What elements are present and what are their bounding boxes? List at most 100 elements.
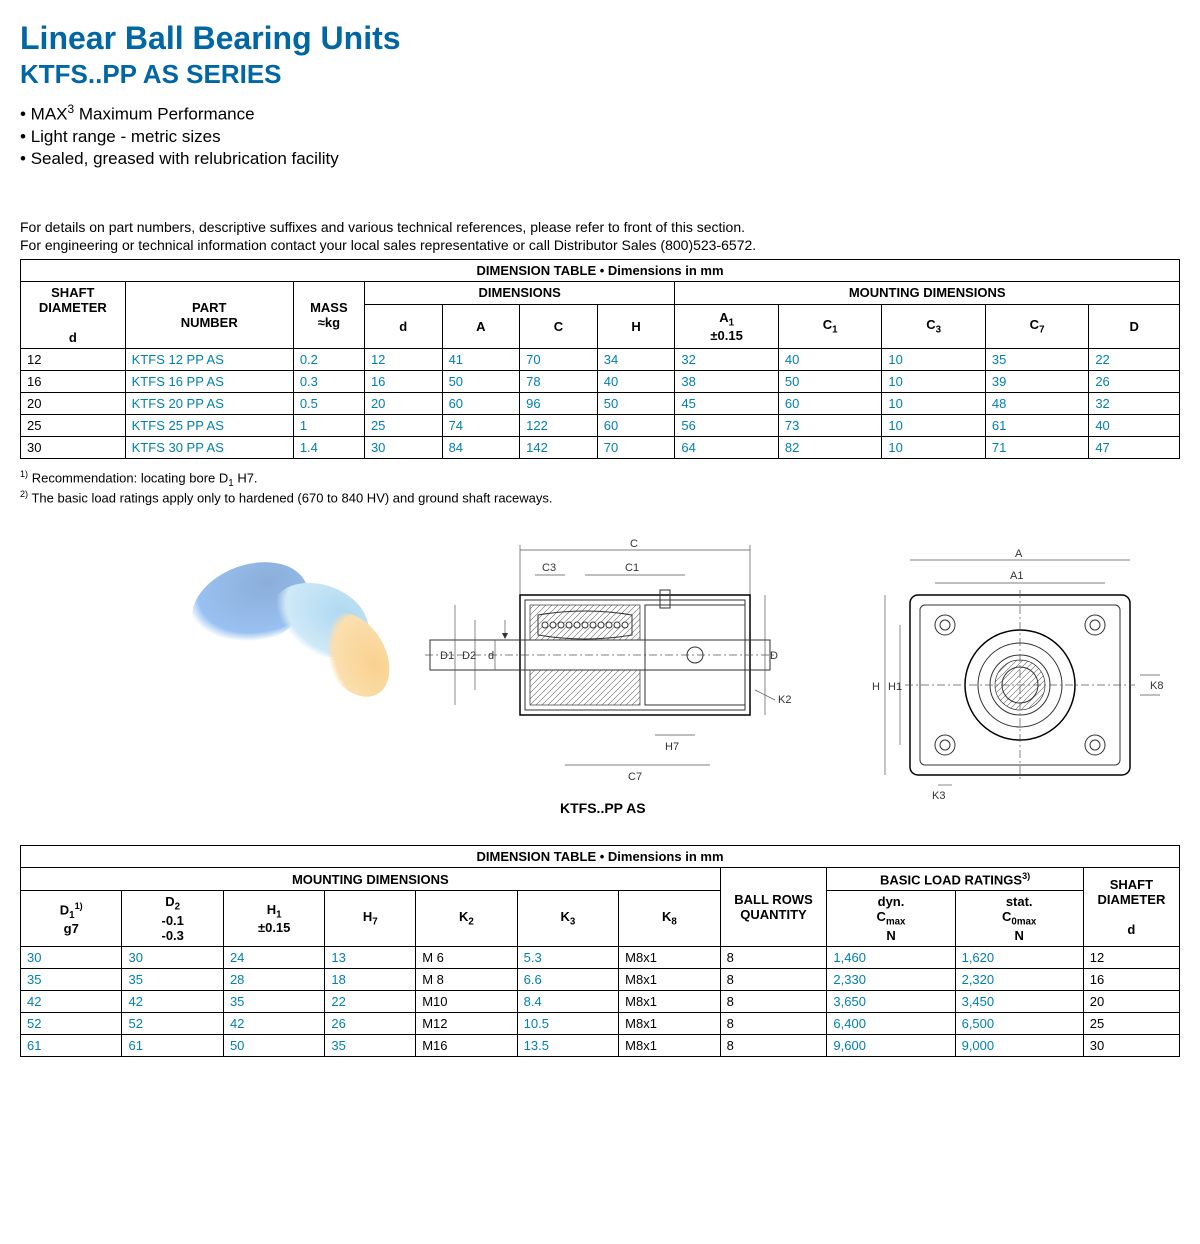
svg-text:D1: D1 bbox=[440, 650, 454, 662]
feature-list: • MAX3 Maximum Performance • Light range… bbox=[20, 102, 1180, 169]
table-cell: 10 bbox=[882, 436, 985, 458]
table1-title: DIMENSION TABLE • Dimensions in mm bbox=[21, 259, 1180, 281]
svg-text:H1: H1 bbox=[888, 681, 902, 693]
table-cell: 10 bbox=[882, 370, 985, 392]
table-cell: 26 bbox=[1089, 370, 1180, 392]
table-cell: 26 bbox=[325, 1012, 416, 1034]
table-cell: 60 bbox=[442, 392, 520, 414]
table-cell: 25 bbox=[364, 414, 442, 436]
table-cell: 1,460 bbox=[827, 946, 955, 968]
table-cell: KTFS 30 PP AS bbox=[125, 436, 293, 458]
table-cell: 6,500 bbox=[955, 1012, 1083, 1034]
table-cell: 42 bbox=[122, 990, 223, 1012]
table-cell: M 6 bbox=[416, 946, 517, 968]
col-header: MOUNTING DIMENSIONS bbox=[675, 281, 1180, 305]
col-header: C7 bbox=[985, 305, 1088, 348]
table-cell: 35 bbox=[325, 1034, 416, 1056]
table-cell: 34 bbox=[597, 348, 675, 370]
table-cell: 56 bbox=[675, 414, 778, 436]
table-cell: 5.3 bbox=[517, 946, 618, 968]
table-cell: 82 bbox=[778, 436, 881, 458]
table-cell: 3,450 bbox=[955, 990, 1083, 1012]
dimension-table-1: DIMENSION TABLE • Dimensions in mm SHAFT… bbox=[20, 259, 1180, 459]
table-cell: 16 bbox=[1083, 968, 1179, 990]
svg-text:C1: C1 bbox=[625, 562, 639, 574]
table-cell: 60 bbox=[597, 414, 675, 436]
table-cell: M16 bbox=[416, 1034, 517, 1056]
col-header: BASIC LOAD RATINGS3) bbox=[827, 867, 1083, 890]
table-cell: 48 bbox=[985, 392, 1088, 414]
table-cell: M12 bbox=[416, 1012, 517, 1034]
table-cell: 70 bbox=[520, 348, 598, 370]
table-cell: 61 bbox=[985, 414, 1088, 436]
table-cell: 0.5 bbox=[293, 392, 364, 414]
table-cell: 25 bbox=[1083, 1012, 1179, 1034]
table-cell: 28 bbox=[223, 968, 324, 990]
svg-text:C: C bbox=[630, 538, 638, 550]
table-cell: 70 bbox=[597, 436, 675, 458]
table-cell: 41 bbox=[442, 348, 520, 370]
table-cell: 0.3 bbox=[293, 370, 364, 392]
page-subtitle: KTFS..PP AS SERIES bbox=[20, 59, 1180, 90]
col-header: K2 bbox=[416, 891, 517, 947]
svg-text:K8: K8 bbox=[1150, 680, 1163, 692]
table-cell: 142 bbox=[520, 436, 598, 458]
table-cell: 25 bbox=[21, 414, 126, 436]
table-cell: 6,400 bbox=[827, 1012, 955, 1034]
col-header: C3 bbox=[882, 305, 985, 348]
table-cell: 2,320 bbox=[955, 968, 1083, 990]
table-cell: 78 bbox=[520, 370, 598, 392]
col-header: H1±0.15 bbox=[223, 891, 324, 947]
table-cell: 10 bbox=[882, 414, 985, 436]
table-cell: 12 bbox=[364, 348, 442, 370]
col-header: SHAFTDIAMETERd bbox=[1083, 867, 1179, 946]
table-cell: 8 bbox=[720, 1012, 827, 1034]
svg-text:D2: D2 bbox=[462, 650, 476, 662]
table-cell: 22 bbox=[1089, 348, 1180, 370]
table-cell: 12 bbox=[21, 348, 126, 370]
table-cell: 1,620 bbox=[955, 946, 1083, 968]
table-cell: M8x1 bbox=[619, 990, 720, 1012]
table-cell: 18 bbox=[325, 968, 416, 990]
svg-text:C3: C3 bbox=[542, 562, 556, 574]
note-1: 1) Recommendation: locating bore D1 H7. bbox=[20, 469, 1180, 489]
table-cell: KTFS 16 PP AS bbox=[125, 370, 293, 392]
table-cell: 8 bbox=[720, 946, 827, 968]
table-cell: 30 bbox=[364, 436, 442, 458]
col-header: MASS≈kg bbox=[293, 281, 364, 348]
table-cell: 64 bbox=[675, 436, 778, 458]
svg-text:K3: K3 bbox=[932, 790, 945, 802]
table-cell: 40 bbox=[1089, 414, 1180, 436]
table-cell: 1 bbox=[293, 414, 364, 436]
table-cell: 122 bbox=[520, 414, 598, 436]
table-cell: 52 bbox=[21, 1012, 122, 1034]
table-cell: 10 bbox=[882, 392, 985, 414]
svg-text:D: D bbox=[770, 650, 778, 662]
col-header: D bbox=[1089, 305, 1180, 348]
col-header: D11)g7 bbox=[21, 891, 122, 947]
table-cell: 3,650 bbox=[827, 990, 955, 1012]
side-view-drawing: C C3 C1 D1 D2 d D K2 bbox=[400, 535, 830, 805]
col-header: MOUNTING DIMENSIONS bbox=[21, 867, 721, 890]
feature-item: • MAX3 Maximum Performance bbox=[20, 102, 1180, 125]
col-header: K3 bbox=[517, 891, 618, 947]
table-cell: 10 bbox=[882, 348, 985, 370]
svg-text:H: H bbox=[872, 681, 880, 693]
col-header: A1±0.15 bbox=[675, 305, 778, 348]
table-cell: 30 bbox=[1083, 1034, 1179, 1056]
table-cell: 39 bbox=[985, 370, 1088, 392]
table-cell: 45 bbox=[675, 392, 778, 414]
table-cell: M10 bbox=[416, 990, 517, 1012]
diagram-area: C C3 C1 D1 D2 d D K2 bbox=[20, 525, 1180, 825]
col-header: A bbox=[442, 305, 520, 348]
table-cell: KTFS 12 PP AS bbox=[125, 348, 293, 370]
table-cell: 9,600 bbox=[827, 1034, 955, 1056]
table-cell: M8x1 bbox=[619, 968, 720, 990]
table-cell: 32 bbox=[675, 348, 778, 370]
table-cell: 24 bbox=[223, 946, 324, 968]
page-title: Linear Ball Bearing Units bbox=[20, 20, 1180, 57]
table-cell: 30 bbox=[21, 946, 122, 968]
table-cell: KTFS 25 PP AS bbox=[125, 414, 293, 436]
svg-text:H7: H7 bbox=[665, 741, 679, 753]
col-header: DIMENSIONS bbox=[364, 281, 674, 305]
